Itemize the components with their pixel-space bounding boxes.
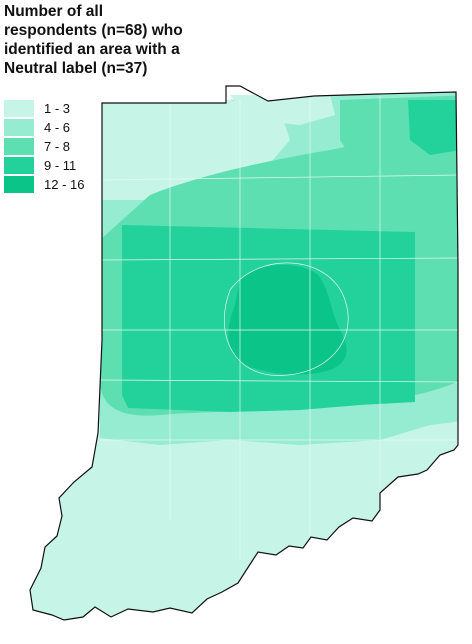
legend-swatch	[4, 100, 34, 117]
legend-swatch	[4, 138, 34, 155]
legend-item: 12 - 16	[4, 175, 84, 194]
legend-swatch	[4, 157, 34, 174]
legend-swatch	[4, 176, 34, 193]
zone-1-3-north	[230, 95, 335, 125]
legend-label: 12 - 16	[44, 177, 85, 192]
legend-swatch	[4, 119, 34, 136]
legend: 1 - 3 4 - 6 7 - 8 9 - 11 12 - 16	[4, 99, 84, 194]
legend-item: 4 - 6	[4, 118, 84, 137]
zone-9-11-northeast	[408, 100, 458, 155]
legend-label: 1 - 3	[44, 101, 71, 116]
legend-item: 1 - 3	[4, 99, 84, 118]
zone-12-16-core	[228, 264, 347, 375]
legend-label: 4 - 6	[44, 120, 71, 135]
choropleth-layer	[30, 90, 458, 620]
legend-item: 7 - 8	[4, 137, 84, 156]
legend-item: 9 - 11	[4, 156, 84, 175]
map-title: Number of all respondents (n=68) who ide…	[4, 3, 183, 77]
legend-label: 9 - 11	[44, 158, 77, 173]
county-lines	[99, 96, 458, 560]
legend-label: 7 - 8	[44, 139, 71, 154]
